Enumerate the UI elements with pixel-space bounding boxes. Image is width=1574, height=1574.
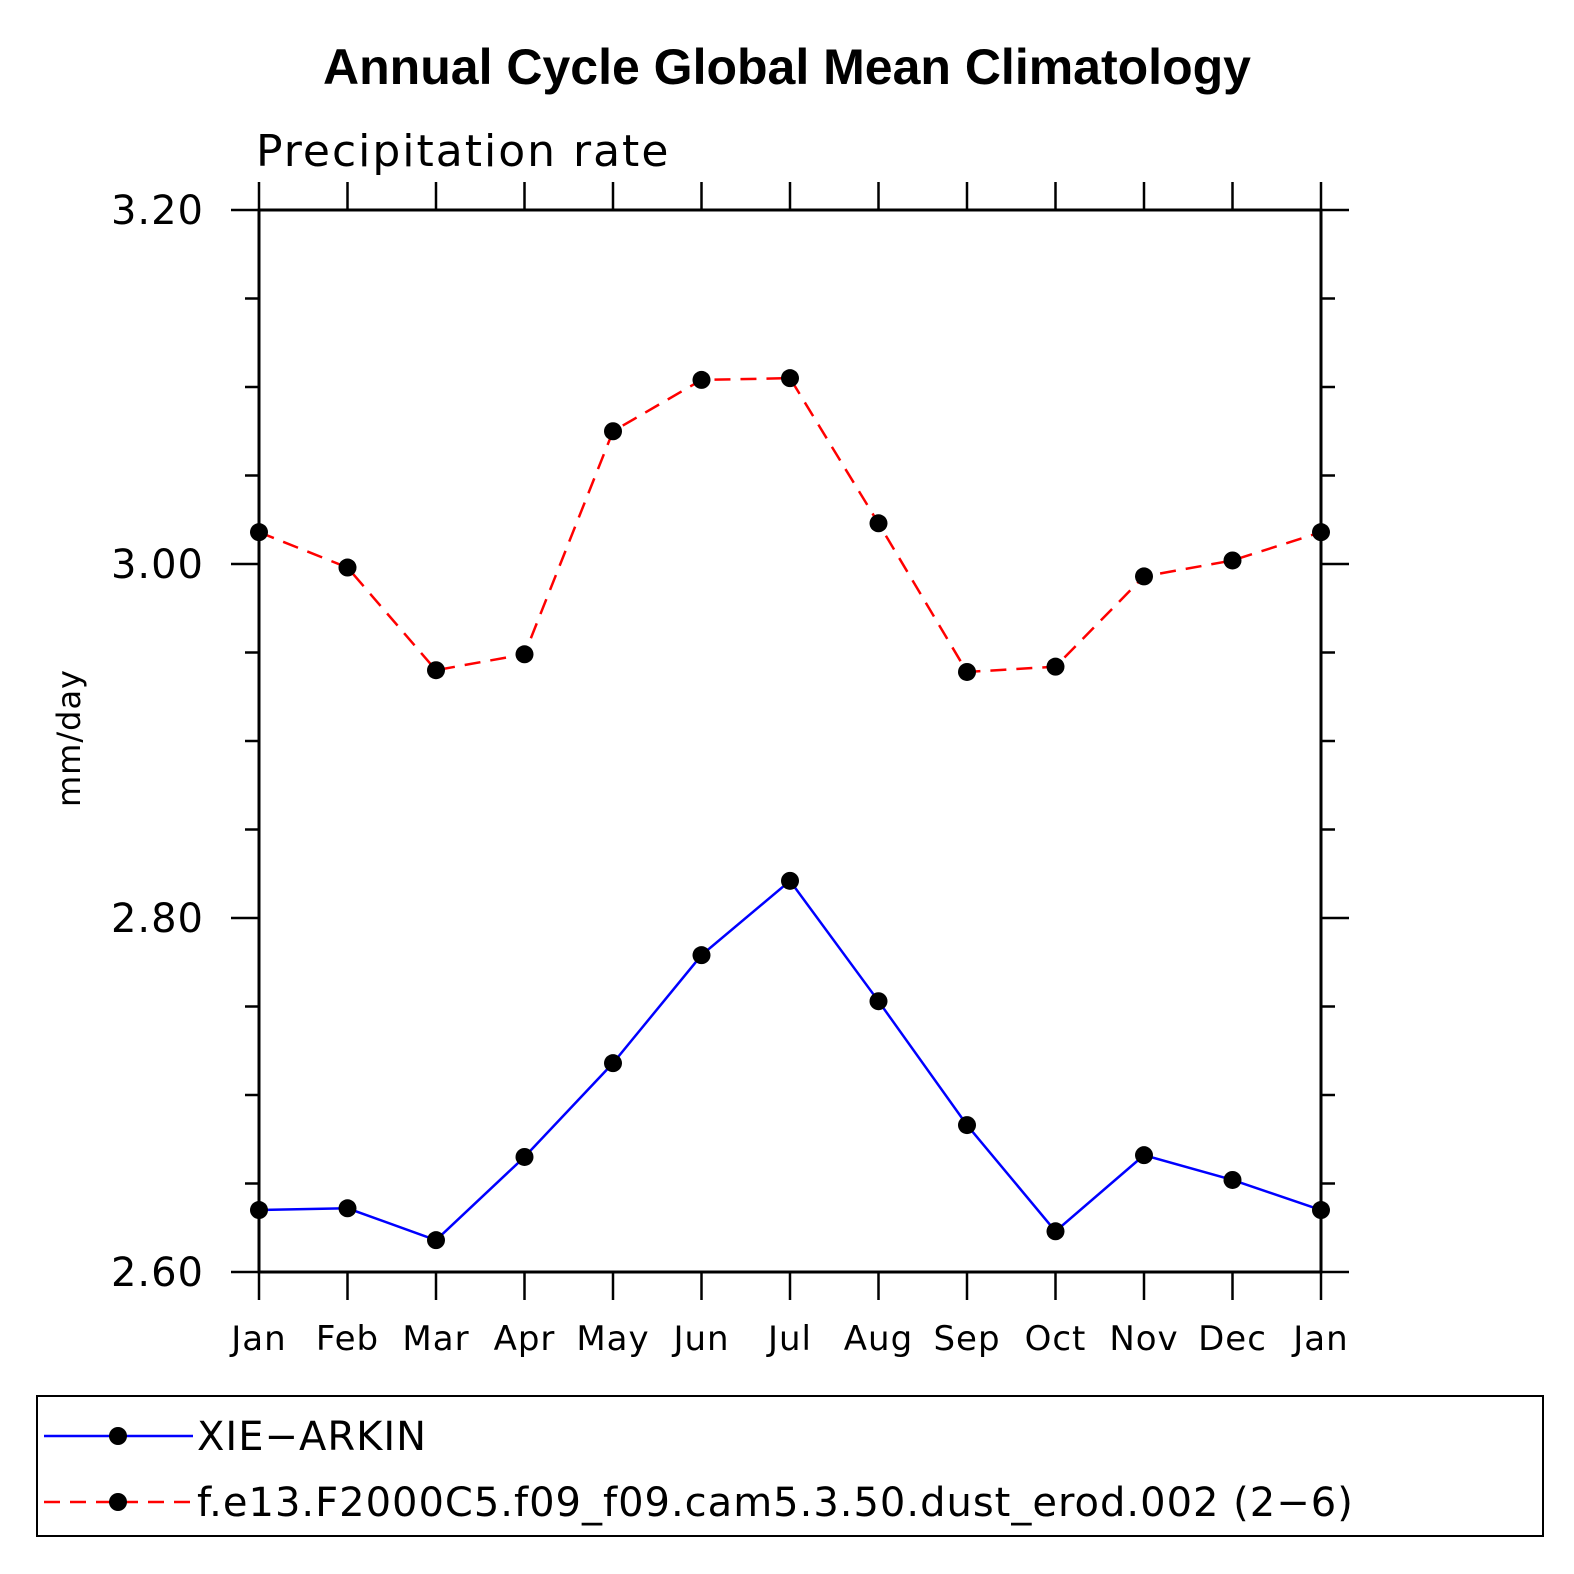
series-layer [250,369,1330,1250]
series-point [1223,551,1242,570]
x-tick-label: Jan [1291,1319,1348,1359]
series-line [258,376,1322,674]
series-point [781,871,799,890]
series-point [958,1116,976,1135]
series-point [692,946,711,965]
x-tick-label: May [576,1319,649,1359]
x-tick-label: Nov [1109,1319,1178,1359]
x-tick-label: Sep [933,1319,1000,1359]
series-point [515,1147,534,1166]
x-tick-label: Oct [1025,1319,1087,1359]
series-point [604,422,622,441]
series-point [781,369,799,388]
series-point [1135,1146,1153,1165]
series-point [869,514,888,533]
series-point [250,523,268,542]
y-tick-label: 3.00 [111,542,204,588]
series-point [338,558,357,577]
series-point [1223,1170,1242,1189]
series-point [692,370,711,389]
legend-marker [109,1427,127,1445]
series-point [515,645,534,664]
series-point [1312,1201,1330,1220]
x-tick-label: Jul [766,1319,812,1359]
series-point [250,1201,268,1220]
chart-subtitle: Precipitation rate [256,126,670,177]
series-point [427,1231,445,1250]
legend-box [36,1395,1544,1537]
x-tick-label: Dec [1198,1319,1267,1359]
x-tick-label: Aug [844,1319,913,1359]
y-tick-label: 3.20 [111,188,204,234]
legend-entry-label: XIE−ARKIN [197,1414,427,1460]
x-tick-label: Jan [229,1319,286,1359]
series-point [869,992,888,1011]
legend: XIE−ARKIN f.e13.F2000C5.f09_f09.cam5.3.50… [44,1414,1354,1526]
series-point [1312,523,1330,542]
legend-marker [109,1493,127,1511]
chart-title: Annual Cycle Global Mean Climatology [323,39,1251,95]
x-axis-ticks: Jan Feb Mar Apr May Jun Jul Aug Sep Oct Nov Dec Jan [229,182,1348,1359]
y-tick-label: 2.60 [111,1250,204,1296]
series-point [1046,657,1065,676]
series-point [338,1199,357,1218]
series-point [1046,1222,1065,1241]
series-point [604,1054,622,1073]
series-point [427,661,445,680]
x-tick-label: Feb [316,1319,379,1359]
series-point [1135,567,1153,586]
legend-entry-label: f.e13.F2000C5.f09_f09.cam5.3.50.dust_ero… [197,1480,1354,1526]
y-axis-label: mm/day [50,669,88,807]
x-tick-label: Jun [671,1319,729,1359]
y-tick-label: 2.80 [111,896,204,942]
y-axis-ticks: 2.60 2.80 3.00 3.20 [111,188,1349,1296]
series-point [958,662,976,681]
x-tick-label: Mar [402,1319,469,1359]
x-tick-label: Apr [494,1319,556,1359]
series-line [258,879,1322,1242]
